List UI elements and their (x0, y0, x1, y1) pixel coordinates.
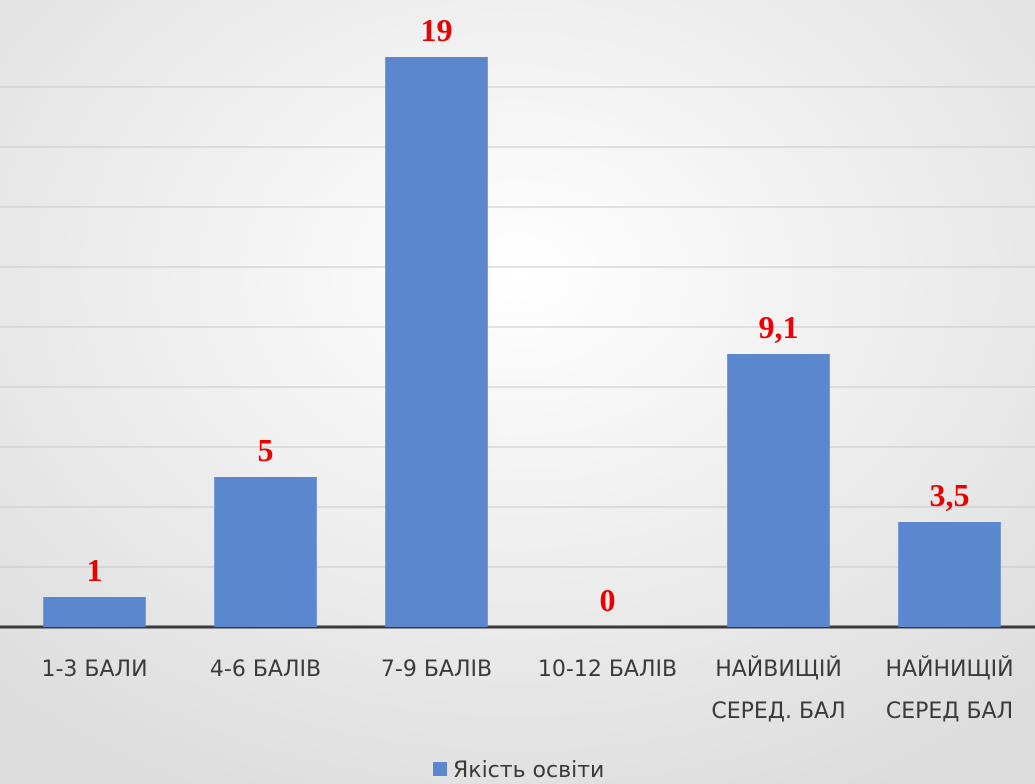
bar (214, 477, 317, 627)
x-tick-label: 7-9 БАЛІВ (381, 657, 492, 682)
data-label: 5 (258, 432, 274, 468)
data-label: 19 (421, 12, 453, 48)
x-tick-label: НАЙНИЩІЙ СЕРЕД БАЛ (885, 656, 1013, 724)
legend-label: Якість освіти (453, 758, 604, 783)
data-label: 0 (600, 582, 616, 618)
bar (727, 354, 830, 627)
bar (385, 57, 488, 627)
data-label: 3,5 (930, 477, 970, 513)
x-tick-label: 1-3 БАЛИ (41, 657, 147, 682)
bar (898, 522, 1001, 627)
x-tick-label: 10-12 БАЛІВ (538, 657, 677, 682)
data-label: 9,1 (759, 309, 799, 345)
x-tick-label: НАЙВИЩІЙ СЕРЕД. БАЛ (711, 656, 845, 724)
data-label: 1 (87, 552, 103, 588)
bar (43, 597, 146, 627)
x-tick-label: 4-6 БАЛІВ (210, 657, 321, 682)
legend-swatch (433, 762, 447, 776)
